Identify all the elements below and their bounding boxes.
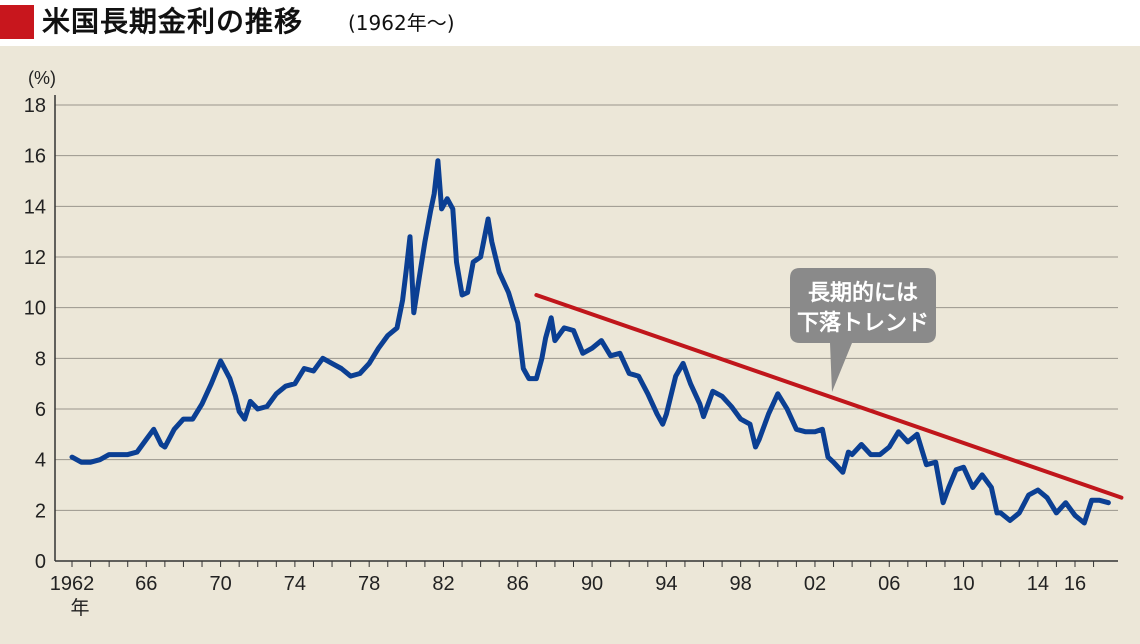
x-tick-label-02: 02: [804, 573, 826, 595]
x-tick-label-14: 14: [1027, 573, 1049, 595]
y-tick-label-8: 8: [35, 348, 46, 370]
x-unit-label: 年: [70, 597, 89, 619]
x-tick-label-74: 74: [284, 573, 306, 595]
y-unit-label: (%): [28, 68, 56, 88]
x-tick-label-06: 06: [878, 573, 900, 595]
x-tick-label-70: 70: [209, 573, 231, 595]
callout-text-line-1: 長期的には: [808, 280, 918, 306]
grid-lines: [54, 95, 1118, 567]
y-tick-label-4: 4: [35, 450, 46, 472]
chart-subtitle: (1962年〜): [348, 11, 455, 35]
x-tick-label-1962: 1962: [50, 573, 95, 595]
x-tick-label-78: 78: [358, 573, 380, 595]
y-tick-label-16: 16: [24, 146, 46, 168]
y-tick-label-10: 10: [24, 298, 46, 320]
x-tick-label-90: 90: [581, 573, 603, 595]
plot-background: [0, 46, 1140, 644]
trend-layer: [534, 293, 1124, 500]
trend-line: [534, 293, 1124, 500]
y-tick-label-18: 18: [24, 95, 46, 117]
y-tick-label-14: 14: [24, 196, 46, 218]
x-tick-label-94: 94: [655, 573, 677, 595]
x-tick-label-66: 66: [135, 573, 157, 595]
series-line-0: [69, 158, 1111, 526]
x-tick-label-82: 82: [432, 573, 454, 595]
x-tick-label-86: 86: [507, 573, 529, 595]
series-layer: [69, 158, 1111, 526]
x-tick-labels: 1962 66 70 74 78 82 86 90 94 98 02 06 10 14 16: [50, 573, 1086, 595]
chart-header: 米国長期金利の推移 (1962年〜): [0, 0, 1140, 46]
y-tick-label-6: 6: [35, 399, 46, 421]
x-tick-label-10: 10: [952, 573, 974, 595]
x-tick-label-98: 98: [730, 573, 752, 595]
y-tick-labels: 0 2 4 6 8 10 12 14 16 18: [24, 95, 46, 573]
callout-text-line-2: 下落トレンド: [797, 311, 929, 336]
y-tick-label-2: 2: [35, 500, 46, 522]
callout-bubble: [790, 268, 936, 392]
title-marker-square: [0, 5, 34, 39]
annotation-callout: 長期的には 下落トレンド: [790, 268, 936, 392]
y-tick-label-0: 0: [35, 551, 46, 573]
x-tick-label-16: 16: [1064, 573, 1086, 595]
chart-title: 米国長期金利の推移: [42, 5, 304, 38]
y-tick-label-12: 12: [24, 247, 46, 269]
